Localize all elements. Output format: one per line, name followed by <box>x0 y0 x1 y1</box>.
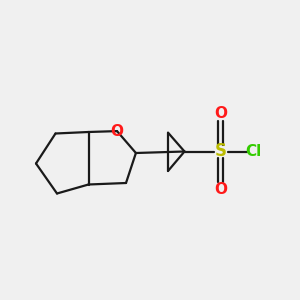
Text: O: O <box>214 182 227 196</box>
Text: O: O <box>214 106 227 122</box>
Text: Cl: Cl <box>245 144 262 159</box>
Text: O: O <box>110 124 124 139</box>
Text: S: S <box>214 142 226 160</box>
